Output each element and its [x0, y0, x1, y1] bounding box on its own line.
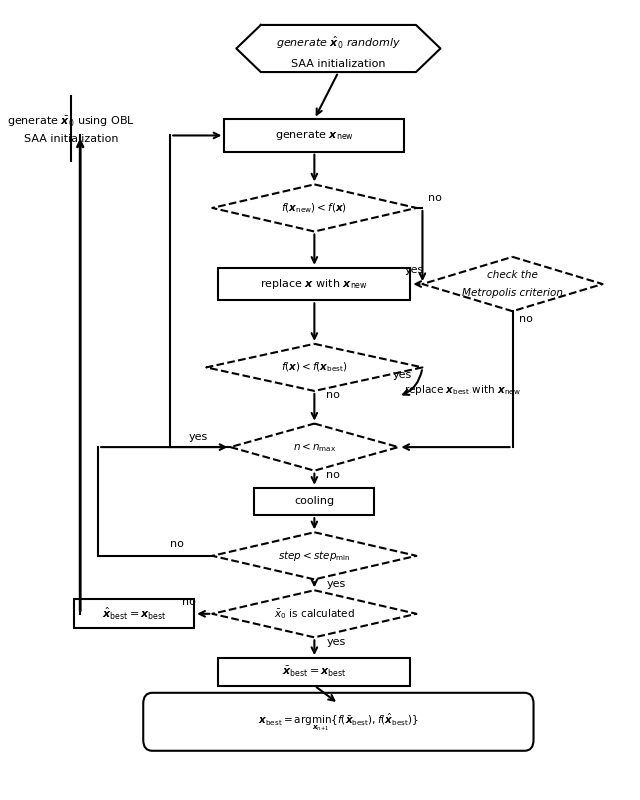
Text: $step < step_{\mathrm{min}}$: $step < step_{\mathrm{min}}$ — [278, 549, 351, 563]
Text: $\bar{x}_0$ is calculated: $\bar{x}_0$ is calculated — [274, 607, 355, 621]
Text: yes: yes — [392, 370, 412, 380]
Text: generate $\boldsymbol{x}_{\mathrm{new}}$: generate $\boldsymbol{x}_{\mathrm{new}}$ — [275, 129, 354, 142]
Text: SAA initialization: SAA initialization — [24, 134, 118, 144]
FancyBboxPatch shape — [218, 658, 410, 686]
Text: $n < n_{\mathrm{max}}$: $n < n_{\mathrm{max}}$ — [292, 441, 336, 454]
Text: replace $\boldsymbol{x}_{\mathrm{best}}$ with $\boldsymbol{x}_{\mathrm{new}}$: replace $\boldsymbol{x}_{\mathrm{best}}$… — [404, 383, 521, 398]
Text: generate $\bar{\boldsymbol{x}}_0$ using OBL: generate $\bar{\boldsymbol{x}}_0$ using … — [7, 114, 135, 129]
FancyBboxPatch shape — [218, 268, 410, 300]
Text: SAA initialization: SAA initialization — [291, 59, 386, 70]
FancyBboxPatch shape — [254, 488, 374, 515]
Text: yes: yes — [326, 637, 346, 646]
Text: no: no — [170, 539, 184, 549]
Text: no: no — [518, 314, 532, 324]
Text: yes: yes — [188, 432, 207, 442]
FancyBboxPatch shape — [143, 693, 534, 750]
Text: generate $\hat{\boldsymbol{x}}_0$ randomly: generate $\hat{\boldsymbol{x}}_0$ random… — [276, 34, 401, 51]
Text: yes: yes — [404, 265, 424, 275]
Text: $\boldsymbol{x}_{\mathrm{best}} = \mathrm{arg}\min_{\boldsymbol{x}_{n+1}}\{f(\ba: $\boldsymbol{x}_{\mathrm{best}} = \mathr… — [258, 711, 419, 733]
Text: Metropolis criterion: Metropolis criterion — [462, 288, 563, 298]
Text: cooling: cooling — [294, 497, 335, 506]
Text: yes: yes — [326, 578, 346, 589]
Text: check the: check the — [487, 270, 538, 280]
Text: $\bar{\boldsymbol{x}}_{\mathrm{best}} = \boldsymbol{x}_{\mathrm{best}}$: $\bar{\boldsymbol{x}}_{\mathrm{best}} = … — [282, 665, 347, 678]
Text: $\hat{\boldsymbol{x}}_{\mathrm{best}} = \boldsymbol{x}_{\mathrm{best}}$: $\hat{\boldsymbol{x}}_{\mathrm{best}} = … — [102, 606, 166, 622]
Text: no: no — [428, 193, 442, 202]
FancyBboxPatch shape — [224, 119, 404, 152]
Text: no: no — [182, 597, 196, 607]
Text: no: no — [326, 390, 340, 400]
FancyBboxPatch shape — [74, 599, 195, 628]
Text: $f(\boldsymbol{x}_{\mathrm{new}}) < f(\boldsymbol{x})$: $f(\boldsymbol{x}_{\mathrm{new}}) < f(\b… — [282, 201, 348, 214]
Text: $f(\boldsymbol{x}) < f(\boldsymbol{x}_{\mathrm{best}})$: $f(\boldsymbol{x}) < f(\boldsymbol{x}_{\… — [281, 361, 348, 374]
Text: replace $\boldsymbol{x}$ with $\boldsymbol{x}_{\mathrm{new}}$: replace $\boldsymbol{x}$ with $\boldsymb… — [260, 277, 368, 291]
Text: no: no — [326, 470, 340, 480]
